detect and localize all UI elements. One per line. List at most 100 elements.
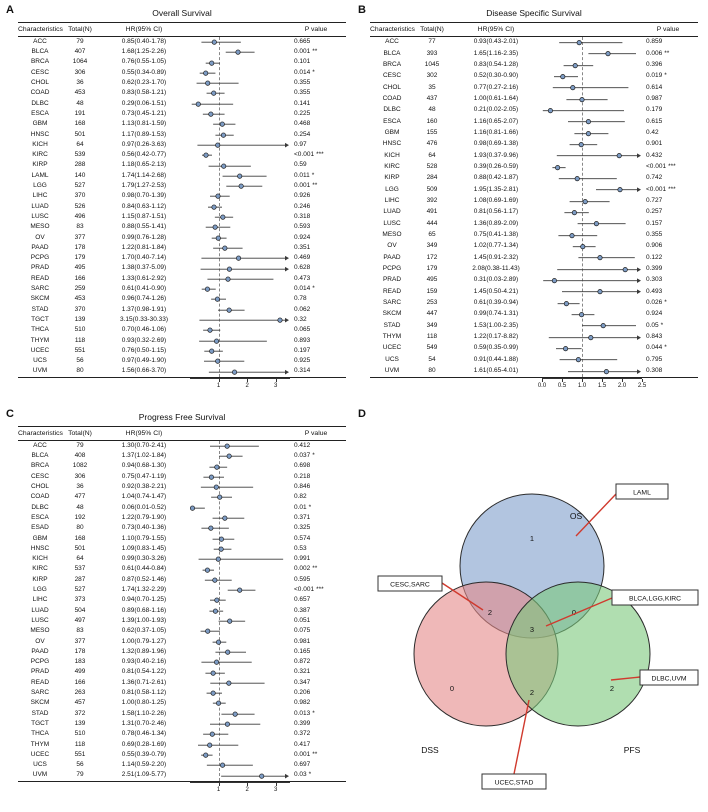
row-characteristic: MESO	[382, 230, 402, 238]
panel-title-disease-specific-survival: Disease Specific Survival	[486, 8, 582, 18]
forest-row: STAD 372 1.58(1.10-2.26) 0.013 *	[18, 709, 346, 719]
forest-row: THCA 510 0.78(0.46-1.34) 0.372	[18, 729, 346, 739]
ci-marker	[569, 142, 598, 148]
row-plot	[190, 346, 290, 356]
row-characteristic: UCS	[33, 761, 47, 769]
row-total: 192	[74, 513, 86, 521]
arrow-right	[285, 266, 289, 271]
row-hr-ci: 0.84(0.63-1.12)	[121, 202, 167, 210]
row-plot	[542, 128, 642, 139]
row-plot	[190, 367, 290, 377]
row-characteristic: CESC	[30, 68, 50, 76]
axis-tick	[275, 783, 277, 786]
hr-point	[212, 608, 218, 614]
hr-point	[616, 153, 622, 159]
row-plot	[190, 771, 290, 781]
hr-point	[215, 358, 221, 364]
row-p-value: 0.843	[646, 332, 663, 340]
row-hr-ci: 0.99(0.76-1.28)	[121, 233, 167, 241]
row-plot	[190, 181, 290, 191]
row-plot	[190, 523, 290, 533]
row-characteristic: CHOL	[30, 483, 50, 491]
forest-row: PAAD 178 1.32(0.89-1.96) 0.165	[18, 647, 346, 657]
row-p-value: 0.53	[294, 544, 307, 552]
ci-marker	[200, 628, 220, 635]
row-characteristic: BLCA	[31, 452, 49, 460]
row-hr-ci: 1.37(1.02-1.84)	[121, 452, 167, 460]
row-hr-ci: 0.93(0.32-2.69)	[121, 336, 167, 344]
forest-row: OV 377 1.00(0.79-1.27) 0.981	[18, 637, 346, 647]
forest-row: UCEC 549 0.59(0.35-0.99) 0.044 *	[370, 343, 698, 354]
forest-row: THYM 118 0.69(0.28-1.69) 0.417	[18, 740, 346, 750]
hr-point	[211, 39, 217, 45]
hr-point	[205, 80, 211, 86]
row-plot	[190, 161, 290, 171]
hr-point	[208, 111, 214, 117]
forest-row: KIRC 537 0.61(0.44-0.84) 0.002 **	[18, 565, 346, 575]
reference-line	[582, 37, 583, 377]
row-characteristic: BRCA	[382, 61, 402, 69]
forest-rows: ACC 77 0.93(0.43-2.01) 0.859 BLCA 393 1.65(1.1…	[370, 37, 698, 378]
row-plot	[542, 320, 642, 331]
row-characteristic: CHOL	[30, 79, 50, 87]
significance-stars: *	[312, 285, 315, 293]
row-total: 168	[74, 120, 86, 128]
hr-point	[579, 311, 585, 318]
row-hr-ci: 0.62(0.37-1.05)	[121, 627, 167, 635]
hr-point	[211, 91, 217, 97]
ci-marker	[213, 245, 243, 251]
callout-line-cesc-sarc	[441, 582, 484, 611]
ci-marker	[227, 587, 256, 593]
significance-stars: **	[312, 182, 318, 190]
row-total: 526	[74, 202, 86, 210]
forest-row: THYM 118 1.22(0.17-8.82) 0.843	[370, 332, 698, 343]
row-plot	[190, 709, 290, 719]
forest-row: PRAD 495 0.31(0.03-2.89) 0.303	[370, 275, 698, 286]
row-hr-ci: 1.00(0.79-1.27)	[121, 637, 167, 645]
hr-point	[220, 214, 226, 220]
row-plot	[190, 264, 290, 274]
hr-point	[235, 49, 241, 55]
row-characteristic: BLCA	[383, 49, 401, 57]
forest-row: UCS 56 1.14(0.59-2.20) 0.697	[18, 760, 346, 770]
ci-marker	[208, 204, 222, 210]
row-characteristic: UVM	[384, 366, 400, 374]
ci-marker	[201, 286, 216, 292]
axis-tick	[218, 783, 220, 786]
row-total: 377	[74, 637, 86, 645]
hr-point	[217, 495, 223, 501]
row-plot	[190, 78, 290, 88]
hr-point	[597, 255, 603, 261]
row-hr-ci: 1.36(0.71-2.61)	[121, 678, 167, 686]
row-p-value: 0.011 *	[294, 171, 315, 179]
row-plot	[190, 616, 290, 626]
axis-tick	[542, 379, 543, 382]
row-total: 392	[426, 197, 438, 204]
significance-stars: **	[312, 750, 318, 758]
row-plot	[542, 48, 642, 59]
forest-row: COAD 477 1.04(0.74-1.47) 0.82	[18, 492, 346, 502]
row-hr-ci: 1.22(0.79-1.90)	[121, 513, 167, 521]
row-hr-ci: 1.45(0.91-2.32)	[473, 253, 519, 261]
hr-point	[222, 515, 228, 521]
forest-row: LIHC 392 1.08(0.69-1.69) 0.727	[370, 196, 698, 207]
forest-row: HNSC 501 1.09(0.83-1.45) 0.53	[18, 544, 346, 554]
row-p-value: 0.614	[646, 83, 663, 91]
row-total: 253	[426, 298, 438, 306]
hr-point	[277, 317, 283, 323]
axis-tick	[218, 379, 220, 382]
hr-point	[226, 307, 232, 313]
row-p-value: 0.387	[294, 606, 311, 614]
hr-point	[215, 556, 221, 562]
row-plot	[190, 441, 290, 451]
row-hr-ci: 0.73(0.40-1.36)	[121, 524, 167, 532]
row-p-value: 0.355	[294, 79, 311, 87]
ci-marker	[207, 276, 274, 282]
ci-marker	[215, 649, 246, 655]
row-plot	[190, 503, 290, 513]
row-hr-ci: 1.68(1.25-2.26)	[121, 48, 167, 56]
ci-marker	[563, 62, 594, 68]
row-p-value: 0.42	[646, 129, 659, 137]
row-plot	[542, 230, 642, 241]
row-plot	[190, 284, 290, 294]
